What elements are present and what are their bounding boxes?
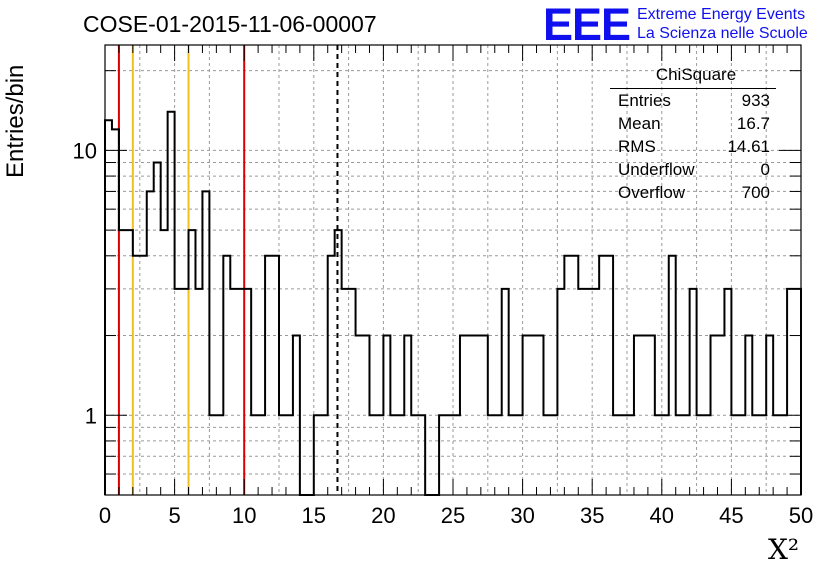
y-tick-label: 10 xyxy=(73,138,97,163)
stats-value: 16.7 xyxy=(736,114,770,133)
x-tick-label: 35 xyxy=(580,503,604,528)
x-tick-label: 0 xyxy=(99,503,111,528)
x-tick-label: 45 xyxy=(719,503,743,528)
x-tick-label: 5 xyxy=(168,503,180,528)
x-tick-label: 15 xyxy=(302,503,326,528)
x-tick-label: 25 xyxy=(441,503,465,528)
logo-line-1: Extreme Energy Events xyxy=(637,6,806,23)
stats-label: RMS xyxy=(618,137,656,156)
x-tick-label: 20 xyxy=(371,503,395,528)
stats-value: 14.61 xyxy=(727,137,770,156)
x-tick-label: 30 xyxy=(510,503,534,528)
chart-title: COSE-01-2015-11-06-00007 xyxy=(83,11,377,37)
stats-value: 700 xyxy=(741,183,770,202)
logo-line-2: La Scienza nelle Scuole xyxy=(637,25,808,42)
stats-label: Entries xyxy=(618,91,671,110)
stats-value: 0 xyxy=(760,160,770,179)
x-tick-label: 50 xyxy=(789,503,813,528)
stats-label: Underflow xyxy=(618,160,695,179)
stats-row-rms: RMS 14.61 xyxy=(610,135,776,158)
y-tick-label: 1 xyxy=(85,403,97,428)
stats-divider xyxy=(610,88,776,89)
y-axis-label: Entries/bin xyxy=(2,64,29,178)
x-tick-label: 40 xyxy=(650,503,674,528)
stats-row-underflow: Underflow 0 xyxy=(610,158,776,181)
stats-value: 933 xyxy=(741,91,770,110)
x-tick-label: 10 xyxy=(232,503,256,528)
stats-box: ChiSquare Entries 933 Mean 16.7 RMS 14.6… xyxy=(610,62,776,204)
stats-row-overflow: Overflow 700 xyxy=(610,181,776,204)
stats-row-mean: Mean 16.7 xyxy=(610,112,776,135)
x-axis-label: X² xyxy=(768,533,800,566)
stats-row-entries: Entries 933 xyxy=(610,89,776,112)
stats-label: Overflow xyxy=(618,183,686,202)
eee-logo: EEE xyxy=(543,0,631,50)
stats-title: ChiSquare xyxy=(655,65,737,84)
stats-label: Mean xyxy=(618,114,661,133)
